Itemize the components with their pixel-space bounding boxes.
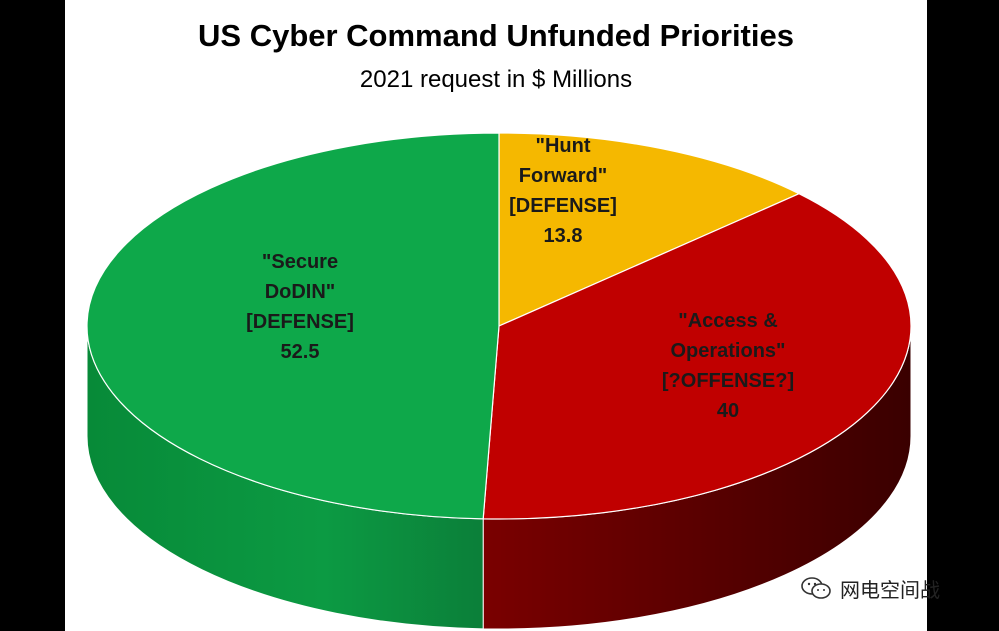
slice-label-line: 13.8	[544, 225, 583, 247]
slice-label-line: [DEFENSE]	[509, 195, 617, 217]
slice-label-0: "Hunt Forward" [DEFENSE] 13.8	[509, 135, 617, 247]
slice-label-line: "Access &	[678, 310, 778, 332]
watermark-text: 网电空间战	[840, 577, 940, 602]
slice-label-line: DoDIN"	[265, 281, 336, 303]
slice-label-1: "Access & Operations" [?OFFENSE?] 40	[662, 310, 794, 422]
slice-label-line: [DEFENSE]	[246, 311, 354, 333]
watermark: 网电空间战	[800, 574, 940, 602]
slice-label-line: [?OFFENSE?]	[662, 370, 794, 392]
slice-label-line: "Hunt	[535, 135, 590, 157]
pie-slice-0	[498, 132, 801, 327]
pie-labels: "Hunt Forward" [DEFENSE] 13.8 "Access & Opera…	[246, 135, 794, 422]
pie-slice-2	[86, 132, 500, 520]
slice-label-line: 52.5	[281, 341, 320, 363]
slice-label-2: "Secure DoDIN" [DEFENSE] 52.5	[246, 251, 354, 363]
slice-label-line: "Secure	[262, 251, 338, 273]
slice-label-line: Forward"	[519, 165, 607, 187]
pie-slice-1	[482, 193, 912, 520]
chart-title: US Cyber Command Unfunded Priorities	[198, 18, 794, 53]
slice-label-line: 40	[717, 400, 739, 422]
chart-subtitle: 2021 request in $ Millions	[359, 66, 633, 93]
wechat-icon	[801, 577, 831, 599]
slice-label-line: Operations"	[670, 340, 785, 362]
pie-tops	[86, 132, 912, 520]
